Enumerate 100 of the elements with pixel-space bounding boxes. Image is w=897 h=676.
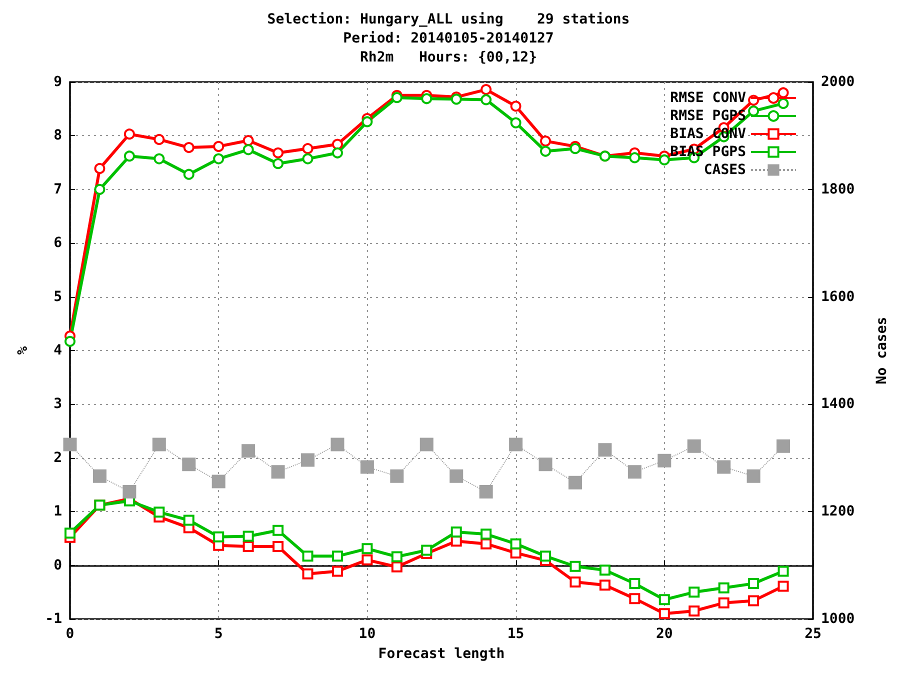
y-tick-label: 0 [54, 557, 62, 574]
point [480, 94, 492, 106]
point [599, 564, 610, 576]
y-tick-label: 8 [54, 128, 62, 144]
y2-tick-label: 1200 [821, 504, 855, 520]
point [748, 106, 760, 116]
point [362, 116, 373, 128]
y-tick-label: -1 [45, 611, 62, 627]
x-axis-title: Forecast length [378, 646, 505, 662]
point [94, 184, 106, 195]
point [629, 152, 640, 164]
point [540, 550, 552, 562]
point [776, 439, 790, 453]
point [242, 541, 254, 552]
y-axis-title: % [15, 346, 31, 355]
point [540, 136, 552, 147]
point [629, 578, 640, 590]
y-tick-label: 1 [54, 504, 62, 520]
x-tick-label: 20 [656, 626, 673, 642]
point [332, 147, 343, 158]
point [570, 143, 581, 154]
point [242, 135, 254, 146]
point [332, 550, 343, 562]
point [538, 458, 552, 472]
point [390, 469, 404, 483]
point [301, 453, 315, 467]
y2-axis-title: No cases [874, 316, 890, 384]
point [778, 566, 789, 577]
point [748, 595, 760, 606]
point [242, 144, 254, 156]
point [272, 147, 284, 158]
point [420, 438, 434, 452]
point [271, 465, 285, 479]
legend-label: RMSE CONV [670, 90, 747, 106]
point [360, 460, 374, 474]
point [658, 594, 670, 606]
y-tick-label: 5 [54, 288, 62, 305]
point [154, 134, 165, 145]
point [182, 458, 196, 472]
point [599, 580, 610, 591]
point [152, 438, 166, 452]
point [242, 530, 254, 542]
point [510, 538, 522, 550]
point [540, 146, 552, 157]
point [330, 438, 344, 452]
point [570, 576, 581, 588]
point [213, 140, 224, 152]
point [687, 439, 701, 453]
point [94, 162, 106, 174]
y-tick-label: 4 [54, 342, 62, 358]
point [302, 153, 314, 164]
point [479, 484, 493, 498]
point [63, 438, 77, 452]
x-tick-label: 5 [214, 626, 223, 642]
y-tick-label: 6 [54, 235, 62, 252]
point [391, 551, 402, 562]
point [510, 117, 522, 128]
point [778, 98, 789, 109]
legend-label: CASES [704, 162, 746, 178]
y-tick-label: 3 [54, 396, 62, 412]
point [658, 454, 672, 468]
y2-tick-label: 2000 [821, 74, 855, 90]
point [64, 336, 76, 347]
point [570, 560, 581, 572]
point [213, 531, 224, 542]
x-tick-label: 25 [804, 626, 822, 642]
point [628, 465, 642, 479]
chart-title: Selection: Hungary_ALL using 29 stations Period: 20140105-20140127 Rh2m Hours: {00,12} [267, 12, 630, 66]
point [421, 544, 432, 556]
point [510, 100, 522, 112]
point [302, 550, 314, 562]
y2-tick-label: 1400 [821, 396, 855, 412]
point [480, 84, 492, 96]
point [718, 582, 730, 594]
point [688, 605, 700, 616]
point [480, 538, 492, 550]
point [242, 444, 256, 458]
point [302, 143, 314, 154]
point [154, 153, 165, 164]
point [122, 484, 136, 498]
point [183, 142, 194, 154]
point [362, 554, 373, 566]
point [480, 528, 492, 540]
x-tick-label: 0 [66, 626, 74, 642]
point [272, 541, 284, 552]
y2-tick-label: 1600 [821, 288, 855, 305]
point [92, 469, 106, 483]
point [778, 87, 789, 98]
point [362, 543, 373, 554]
point [658, 608, 670, 620]
point [212, 474, 226, 488]
point [391, 92, 402, 104]
point [658, 154, 670, 166]
point [778, 580, 789, 592]
x-tick-label: 15 [507, 626, 524, 642]
point [272, 524, 284, 536]
y-tick-label: 9 [54, 74, 62, 90]
point [598, 443, 612, 457]
x-tick-label: 10 [358, 626, 376, 642]
point [746, 469, 760, 483]
